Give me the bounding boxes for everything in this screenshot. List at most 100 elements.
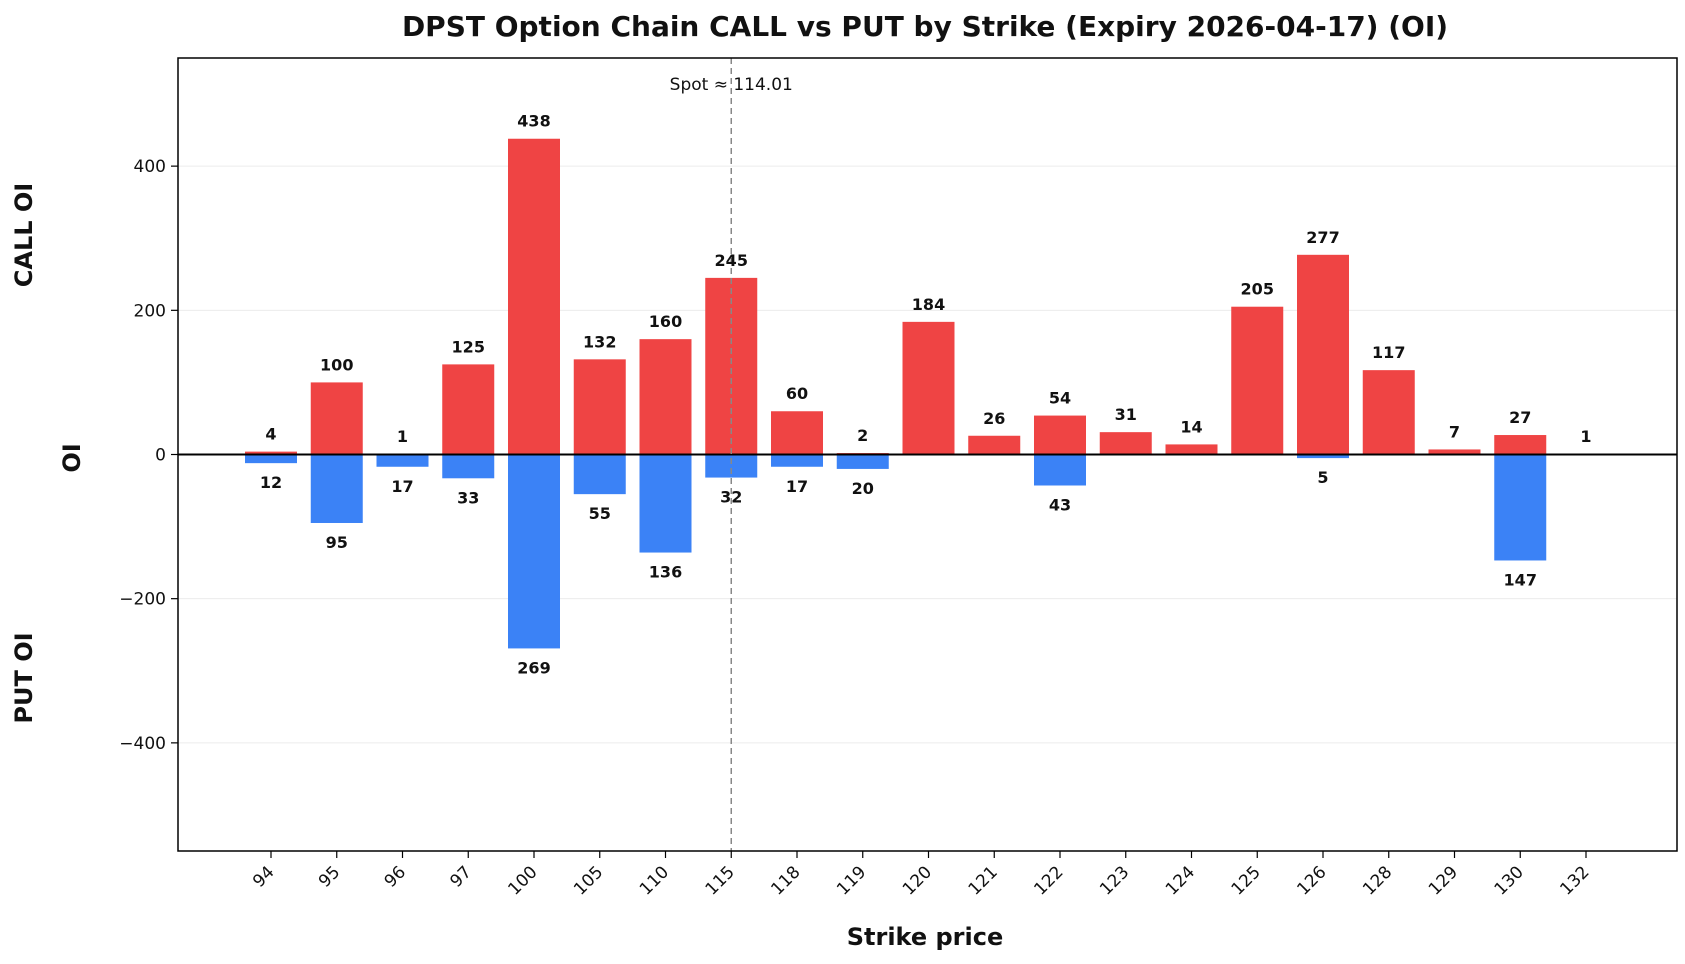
bars-group <box>245 138 1612 649</box>
call-bar-label: 100 <box>320 355 353 374</box>
x-tick-label: 125 <box>1228 862 1265 899</box>
x-tick-label: 128 <box>1359 862 1396 899</box>
call-bar-label: 31 <box>1115 405 1137 424</box>
x-tick-label: 100 <box>504 862 541 899</box>
put-bar-label: 95 <box>326 533 348 552</box>
x-tick-label: 94 <box>249 862 278 891</box>
put-bar-label: 12 <box>260 473 282 492</box>
x-tick-label: 96 <box>381 862 410 891</box>
call-bar-label: 125 <box>452 337 485 356</box>
y-tick-label: 0 <box>155 446 166 466</box>
y-tick-label: 400 <box>134 157 166 177</box>
y-axis-title-put: PUT OI <box>10 632 38 723</box>
call-bar-label: 132 <box>583 332 616 351</box>
put-bar-label: 43 <box>1049 495 1071 514</box>
call-bar <box>573 359 626 455</box>
call-bar-label: 54 <box>1049 389 1071 408</box>
call-bar-label: 1 <box>1580 427 1591 446</box>
call-bar <box>1231 306 1284 455</box>
call-bar <box>1428 449 1481 455</box>
put-bar <box>442 454 495 479</box>
call-bar-label: 438 <box>517 112 550 131</box>
x-axis-title: Strike price <box>847 923 1004 951</box>
put-bar-label: 147 <box>1504 570 1537 589</box>
x-tick-label: 132 <box>1556 862 1593 899</box>
put-bar-label: 32 <box>720 488 742 507</box>
put-bar-label: 17 <box>391 477 413 496</box>
call-bar-label: 160 <box>649 312 682 331</box>
x-tick-label: 115 <box>702 862 739 899</box>
x-tick-label: 129 <box>1425 862 1462 899</box>
call-bar-label: 27 <box>1509 408 1531 427</box>
put-bar <box>310 454 363 523</box>
call-bar <box>442 364 495 455</box>
put-bar <box>639 454 692 553</box>
call-bar-label: 26 <box>983 409 1005 428</box>
put-bar-label: 20 <box>852 479 874 498</box>
bar-labels-group: 4100112543813216024560218426543114205277… <box>260 112 1592 678</box>
x-tick-label: 119 <box>833 862 870 899</box>
call-bar <box>245 451 297 455</box>
call-bar-label: 60 <box>786 384 808 403</box>
call-bar <box>310 382 363 455</box>
put-bar <box>1297 454 1349 459</box>
y-axis-ticks: −400 −200 0 200 400 <box>119 157 178 754</box>
call-bar <box>1034 415 1086 455</box>
call-bar-label: 277 <box>1306 228 1339 247</box>
put-bar <box>508 454 560 649</box>
call-bar-label: 1 <box>397 427 408 446</box>
call-bar <box>771 411 823 455</box>
call-bar <box>1165 444 1218 455</box>
put-bar <box>705 454 758 478</box>
x-tick-label: 130 <box>1491 862 1528 899</box>
call-bar-label: 7 <box>1449 422 1460 441</box>
put-bar-label: 55 <box>589 504 611 523</box>
call-bar-label: 4 <box>265 425 276 444</box>
call-bar <box>639 339 692 455</box>
call-bar-label: 205 <box>1241 280 1274 299</box>
put-bar-label: 33 <box>457 488 479 507</box>
put-bar-label: 136 <box>649 563 682 582</box>
y-axis-title: OI <box>58 443 86 472</box>
call-bar <box>968 435 1021 455</box>
x-tick-label: 121 <box>965 862 1002 899</box>
x-tick-label: 126 <box>1293 862 1330 899</box>
call-bar-label: 117 <box>1372 343 1405 362</box>
call-bar <box>1297 254 1349 455</box>
x-tick-label: 118 <box>767 862 804 899</box>
x-tick-label: 105 <box>570 862 607 899</box>
x-axis-ticks: 94 95 96 97 100 105 110 115 118 119 120 121 122 123 12… <box>249 851 1594 899</box>
put-bar-label: 269 <box>517 658 550 677</box>
call-bar <box>1362 370 1415 455</box>
call-bar <box>705 277 758 455</box>
call-bar-label: 2 <box>857 426 868 445</box>
put-bar <box>573 454 626 495</box>
put-bar-label: 5 <box>1317 468 1328 487</box>
y-tick-label: 200 <box>134 301 166 321</box>
grid-lines <box>178 165 1677 744</box>
call-bar-label: 184 <box>912 295 945 314</box>
put-bar <box>1494 454 1547 561</box>
call-bar <box>508 138 560 455</box>
put-bar-label: 17 <box>786 477 808 496</box>
call-bar <box>902 321 955 455</box>
put-bar <box>836 454 889 469</box>
y-tick-label: −200 <box>119 590 166 610</box>
put-bar <box>1034 454 1086 486</box>
y-tick-label: −400 <box>119 734 166 754</box>
x-tick-label: 120 <box>899 862 936 899</box>
spot-label: Spot ≈ 114.01 <box>670 75 793 95</box>
x-tick-label: 123 <box>1096 862 1133 899</box>
x-tick-label: 95 <box>315 862 344 891</box>
call-bar-label: 14 <box>1180 417 1202 436</box>
call-bar <box>1099 432 1152 455</box>
put-bar <box>245 454 297 464</box>
call-bar-label: 245 <box>715 251 748 270</box>
put-bar <box>771 454 823 467</box>
chart-title: DPST Option Chain CALL vs PUT by Strike … <box>402 10 1448 43</box>
x-tick-label: 97 <box>446 862 475 891</box>
call-bar <box>1494 435 1547 455</box>
x-tick-label: 110 <box>636 862 673 899</box>
y-axis-title-call: CALL OI <box>10 183 38 287</box>
